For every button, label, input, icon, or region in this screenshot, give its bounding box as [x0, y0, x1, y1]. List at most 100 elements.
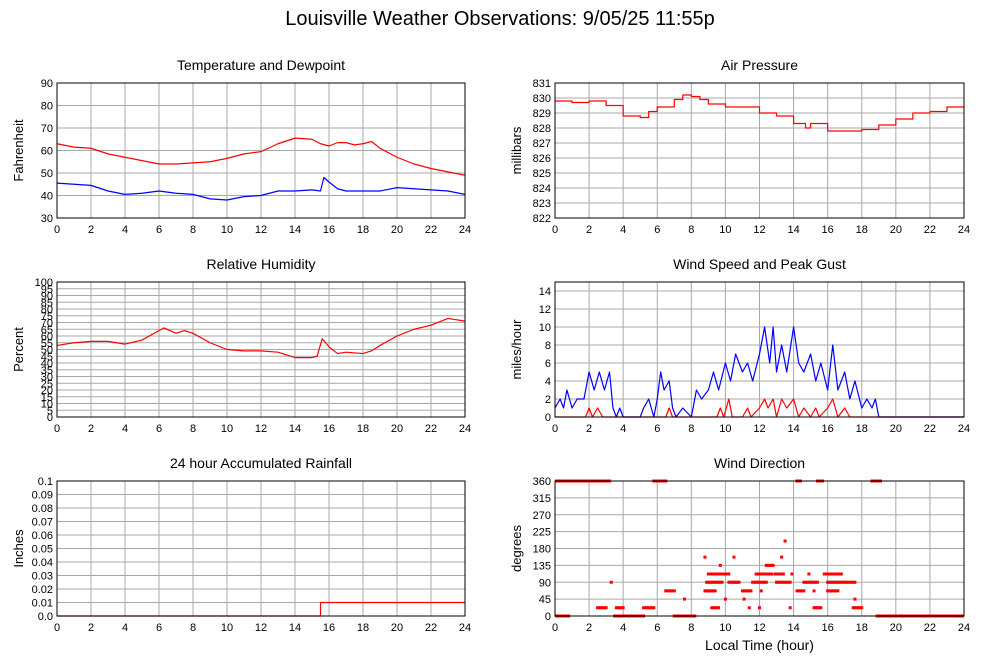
x-tick-label: 6 — [654, 423, 660, 435]
data-point — [802, 589, 806, 593]
data-point — [761, 572, 765, 576]
y-tick-label: 0 — [545, 412, 551, 424]
chart-title: Temperature and Dewpoint — [177, 57, 345, 73]
data-point — [856, 606, 860, 610]
data-point — [648, 606, 652, 610]
x-tick-label: 12 — [753, 224, 765, 236]
x-tick-label: 16 — [822, 622, 834, 634]
data-point — [764, 580, 768, 584]
data-point — [780, 572, 784, 576]
x-tick-label: 6 — [654, 224, 660, 236]
data-point — [621, 606, 625, 610]
x-tick-label: 12 — [255, 423, 267, 435]
data-point — [706, 580, 710, 584]
series-line-1 — [555, 326, 964, 418]
data-point — [759, 589, 763, 593]
data-point — [710, 589, 714, 593]
x-tick-label: 0 — [54, 423, 60, 435]
data-point — [703, 555, 707, 559]
data-point — [829, 580, 833, 584]
x-tick-label: 20 — [391, 224, 403, 236]
data-point — [710, 580, 714, 584]
y-tick-label: 0.1 — [38, 476, 53, 488]
y-tick-label: 5 — [47, 405, 53, 417]
data-point — [834, 572, 838, 576]
chart-humidity: 0 2 4 6 8 10 12 14 16 18 20 22 240510152025303540455… — [11, 256, 471, 435]
data-point — [747, 606, 751, 610]
data-point — [740, 589, 744, 593]
data-point — [853, 597, 857, 601]
data-point — [764, 563, 768, 567]
data-point — [732, 580, 736, 584]
data-point — [827, 580, 831, 584]
data-point — [642, 606, 646, 610]
data-point — [710, 572, 714, 576]
data-point — [717, 606, 721, 610]
x-tick-label: 24 — [958, 423, 970, 435]
data-point — [761, 580, 765, 584]
x-tick-label: 8 — [688, 224, 694, 236]
data-point — [780, 555, 784, 559]
x-tick-label: 8 — [190, 224, 196, 236]
data-point — [667, 589, 671, 593]
data-point — [599, 606, 603, 610]
data-point — [747, 589, 751, 593]
data-point — [805, 580, 809, 584]
data-point — [597, 606, 601, 610]
y-tick-label: 70 — [41, 123, 53, 135]
data-point — [768, 563, 772, 567]
x-tick-label: 0 — [552, 423, 558, 435]
chart-title: Relative Humidity — [207, 256, 316, 272]
data-point — [602, 606, 606, 610]
x-tick-label: 2 — [586, 622, 592, 634]
data-point — [710, 606, 714, 610]
data-point — [601, 606, 605, 610]
data-point — [768, 572, 772, 576]
data-point — [844, 580, 848, 584]
series-group — [57, 137, 465, 201]
data-point — [713, 606, 717, 610]
x-tick-label: 0 — [54, 622, 60, 634]
data-point — [785, 580, 789, 584]
data-point — [752, 580, 756, 584]
y-tick-label: 225 — [533, 527, 551, 539]
y-tick-label: 30 — [41, 213, 53, 225]
chart-title: Wind Speed and Peak Gust — [673, 256, 846, 272]
data-point — [853, 580, 857, 584]
plot-frame — [554, 281, 965, 418]
y-tick-label: 8 — [545, 340, 551, 352]
data-point — [720, 580, 724, 584]
data-point — [836, 580, 840, 584]
data-point — [832, 589, 836, 593]
x-tick-label: 16 — [323, 423, 335, 435]
x-tick-label: 22 — [924, 622, 936, 634]
data-point — [783, 539, 787, 543]
x-tick-label: 2 — [586, 224, 592, 236]
y-tick-label: 14 — [539, 286, 551, 298]
data-point — [665, 589, 669, 593]
data-point — [829, 589, 833, 593]
data-point — [826, 589, 830, 593]
data-point — [727, 572, 731, 576]
data-point — [827, 572, 831, 576]
x-tick-label: 20 — [391, 423, 403, 435]
y-tick-label: 0.04 — [32, 557, 53, 569]
data-point — [812, 589, 816, 593]
y-tick-label: 50 — [41, 345, 53, 357]
data-point — [723, 597, 727, 601]
y-tick-label: 100 — [35, 277, 53, 289]
data-point — [683, 597, 687, 601]
data-point — [734, 580, 738, 584]
data-point — [831, 589, 835, 593]
x-tick-label: 18 — [856, 423, 868, 435]
series-group — [57, 317, 465, 359]
data-point — [838, 572, 842, 576]
y-tick-label: 90 — [41, 78, 53, 90]
y-tick-label: 60 — [41, 331, 53, 343]
x-tick-label: 2 — [88, 224, 94, 236]
data-point — [778, 572, 782, 576]
y-tick-label: 826 — [533, 153, 551, 165]
x-tick-label: 4 — [122, 622, 128, 634]
data-point — [815, 580, 819, 584]
